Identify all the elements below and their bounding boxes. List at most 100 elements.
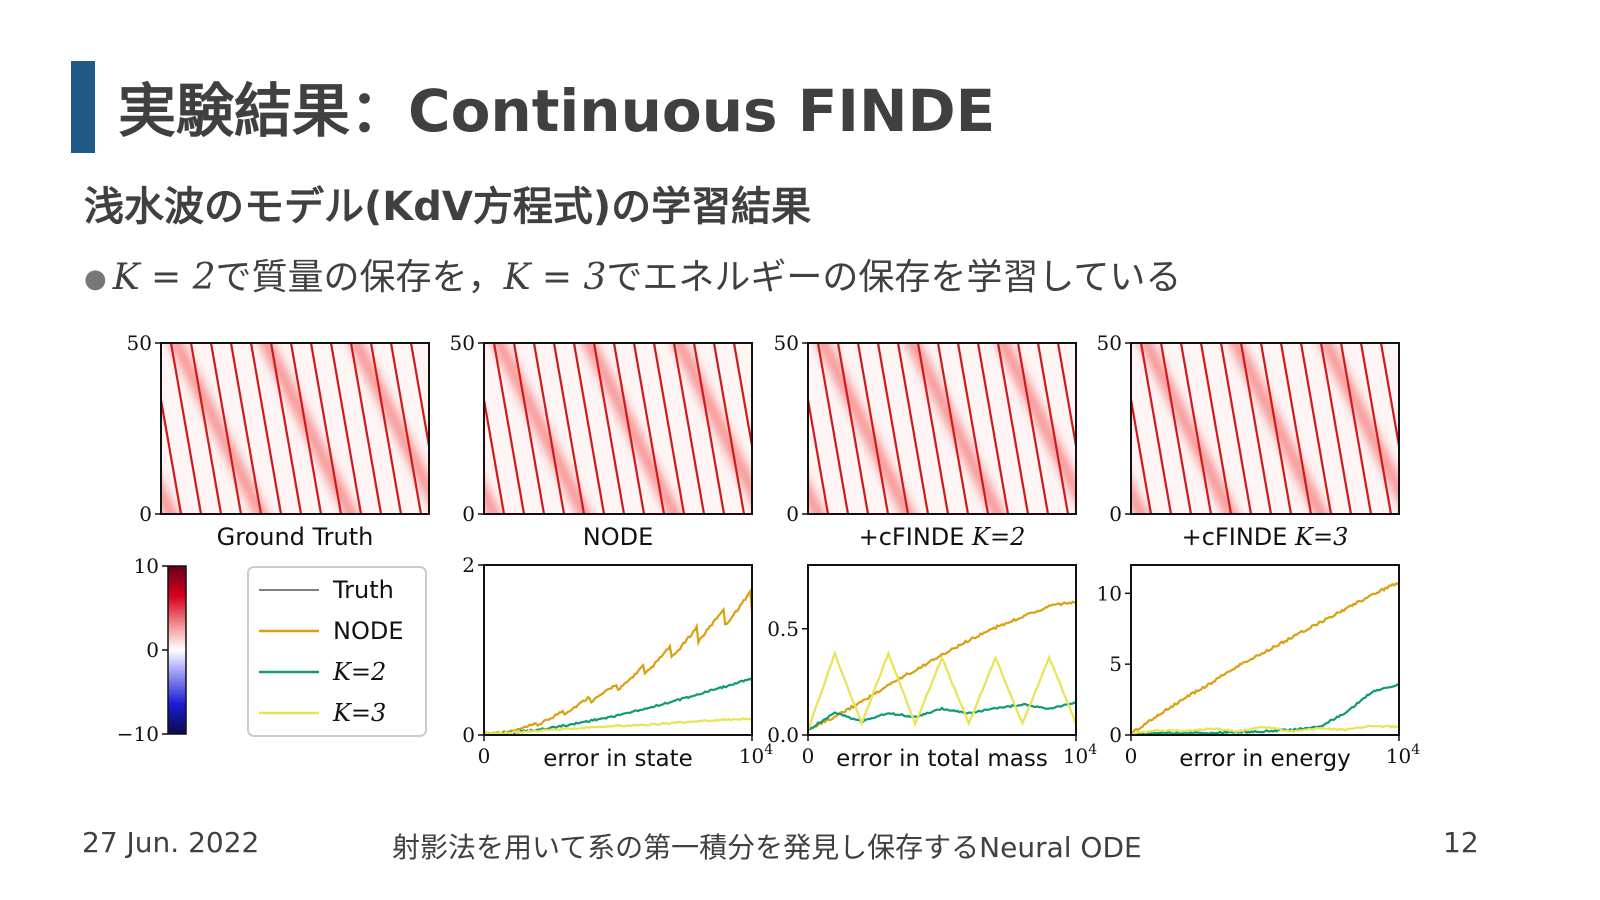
heatmap-sharp-line <box>431 343 461 514</box>
heatmap-sharp-line <box>836 343 870 514</box>
line-panel-error-mass: 0.0 0.5 0 104 error in total mass <box>767 564 1097 772</box>
heatmap-frame <box>160 342 430 515</box>
title-accent-bar <box>71 61 95 153</box>
heatmap-sharp-line <box>484 393 506 514</box>
bullet-dot-icon: ● <box>84 264 107 294</box>
legend-label: Truth <box>332 576 394 604</box>
colorbar-tick-label: −10 <box>117 722 159 746</box>
heatmap-sharp-line <box>572 343 606 514</box>
series-node <box>1131 581 1399 735</box>
k-energy-math: K = 3 <box>503 257 607 298</box>
k-mass-math: K = 2 <box>112 257 216 298</box>
heatmap-sharp-line <box>774 343 804 514</box>
heatmap-label: NODE <box>583 523 654 551</box>
line-ytick-label: 0 <box>462 723 475 747</box>
bullet-point: ● K = 2で質量の保存を，K = 3でエネルギーの保存を学習している <box>84 248 1181 300</box>
series-k2 <box>1131 683 1399 735</box>
heatmap-label: +cFINDE K=2 <box>859 523 1026 551</box>
heatmap-ytick-label: 50 <box>450 331 475 355</box>
heatmap-frame <box>1130 342 1400 515</box>
line-frame <box>807 564 1077 736</box>
heatmap-sharp-line <box>189 343 223 514</box>
heatmap-sharp-line <box>896 343 930 514</box>
series-k2 <box>808 701 1076 731</box>
heatmap-ytick-label: 0 <box>1109 502 1122 526</box>
heatmap-sharp-line <box>161 393 183 514</box>
heatmap-sharp-line <box>1299 343 1333 514</box>
heatmap-sharp-line <box>169 343 203 514</box>
line-plot-area <box>1131 581 1399 735</box>
heatmap-sharp-line <box>1359 343 1393 514</box>
heatmap-ytick-label: 0 <box>462 502 475 526</box>
line-ytick-label: 5 <box>1109 652 1122 676</box>
series-node <box>808 600 1076 731</box>
heatmap-sharp-line <box>552 343 586 514</box>
heatmap-sharp-line <box>349 343 383 514</box>
line-plot-area <box>484 588 752 735</box>
heatmap-sharp-line <box>916 343 950 514</box>
heatmap-sharp-line <box>512 343 546 514</box>
heatmap-sharp-line <box>1159 343 1193 514</box>
heatmap-sharp-line <box>754 343 784 514</box>
colorbar-tick-label: 10 <box>134 554 159 578</box>
page-subtitle: 浅水波のモデル(KdV方程式)の学習結果 <box>84 184 812 230</box>
heatmap-sharp-line <box>652 343 686 514</box>
heatmap-sharp-line <box>856 343 890 514</box>
heatmap-sharp-line <box>1131 393 1153 514</box>
heatmap-soft-band <box>259 343 358 514</box>
heatmap-sharp-line <box>1239 343 1273 514</box>
heatmap-frame <box>807 342 1077 515</box>
heatmap-soft-band <box>996 343 1076 504</box>
heatmap-sharp-line <box>1379 343 1399 452</box>
heatmap-sharp-line <box>532 343 566 514</box>
heatmap-panel-cfinde-k2: 0 50 +cFINDE K=2 <box>774 331 1108 551</box>
heatmap-sharp-line <box>1056 343 1076 452</box>
heatmap-sharp-line <box>1279 343 1313 514</box>
page-title: 実験結果：Continuous FINDE <box>118 77 996 145</box>
heatmap-sharp-line <box>1078 343 1108 514</box>
heatmap-sharp-line <box>1441 343 1471 514</box>
heatmap-soft-band <box>492 343 591 514</box>
line-ytick-label: 0.5 <box>767 617 799 641</box>
heatmap-soft-band <box>582 343 681 514</box>
heatmap-sharp-line <box>1016 343 1050 514</box>
heatmap-sharp-line <box>492 343 526 514</box>
heatmap-sharp-line <box>161 507 163 514</box>
heatmap-sharp-line <box>876 343 910 514</box>
heatmap-soft-band <box>1501 333 1596 524</box>
line-xlabel: error in energy <box>1179 746 1350 772</box>
heatmap-sharp-line <box>956 343 990 514</box>
heatmap-stripes <box>161 343 461 514</box>
heatmap-ytick-label: 50 <box>127 331 152 355</box>
legend-label: K=3 <box>332 699 386 727</box>
heatmap-sharp-line <box>1319 343 1353 514</box>
heatmap-label: +cFINDE K=3 <box>1182 523 1349 551</box>
heatmap-sharp-line <box>484 507 486 514</box>
colorbar-gradient <box>167 565 187 735</box>
heatmap-soft-band <box>1319 343 1399 504</box>
heatmap-stripes <box>1131 333 1596 524</box>
heatmap-ytick-label: 50 <box>774 331 799 355</box>
heatmap-sharp-line <box>209 343 243 514</box>
heatmap-sharp-line <box>1259 343 1293 514</box>
heatmap-sharp-line <box>808 393 830 514</box>
heatmap-sharp-line <box>1139 343 1173 514</box>
heatmap-sharp-line <box>936 343 970 514</box>
heatmap-stripes <box>484 343 804 514</box>
line-panel-error-state: 0 2 0 104 error in state <box>462 553 773 772</box>
heatmap-soft-band <box>349 343 429 504</box>
heatmap-sharp-line <box>1401 343 1431 514</box>
heatmap-soft-band <box>906 343 1005 514</box>
line-xtick-label: 104 <box>1386 742 1420 768</box>
heatmap-sharp-line <box>1036 343 1070 514</box>
heatmap-sharp-line <box>389 343 423 514</box>
heatmap-sharp-line <box>249 343 283 514</box>
line-xtick-label: 104 <box>739 742 773 768</box>
heatmap-panel-node: 0 50 NODE <box>450 331 804 551</box>
heatmap-sharp-line <box>692 343 726 514</box>
heatmap-ytick-label: 50 <box>1097 331 1122 355</box>
series-k3 <box>808 650 1076 732</box>
heatmap-sharp-line <box>612 343 646 514</box>
heatmap-sharp-line <box>996 343 1030 514</box>
